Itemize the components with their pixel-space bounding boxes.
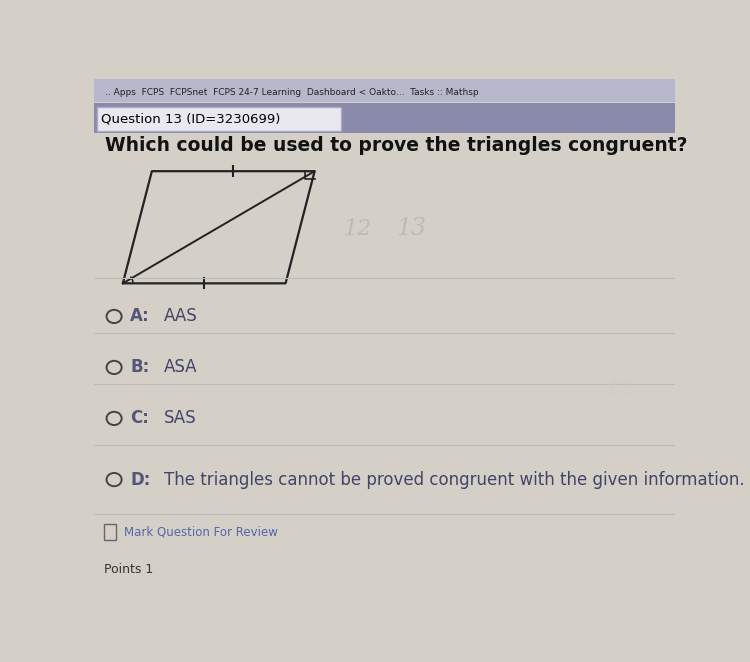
Text: 12: 12 [344,218,372,240]
FancyBboxPatch shape [104,524,116,540]
FancyBboxPatch shape [97,107,340,132]
Text: B:: B: [130,358,149,377]
Text: Question 13 (ID=3230699): Question 13 (ID=3230699) [100,113,280,126]
Text: AAS: AAS [164,307,197,326]
Text: A:: A: [130,307,150,326]
FancyBboxPatch shape [94,103,675,133]
Text: 13: 13 [396,217,426,240]
Text: Which could be used to prove the triangles congruent?: Which could be used to prove the triangl… [105,136,688,155]
Text: SAS: SAS [164,409,196,428]
Text: .. Apps  FCPS  FCPSnet  FCPS 24-7 Learning  Dashboard < Oakto...  Tasks :: Maths: .. Apps FCPS FCPSnet FCPS 24-7 Learning … [105,87,479,97]
Text: ASA: ASA [164,358,197,377]
Text: D:: D: [130,471,151,489]
FancyBboxPatch shape [94,79,675,103]
Text: Points 1: Points 1 [104,563,154,577]
Text: Mark Question For Review: Mark Question For Review [124,526,278,539]
Text: 12: 12 [605,379,634,401]
Text: The triangles cannot be proved congruent with the given information.: The triangles cannot be proved congruent… [164,471,744,489]
Text: C:: C: [130,409,149,428]
